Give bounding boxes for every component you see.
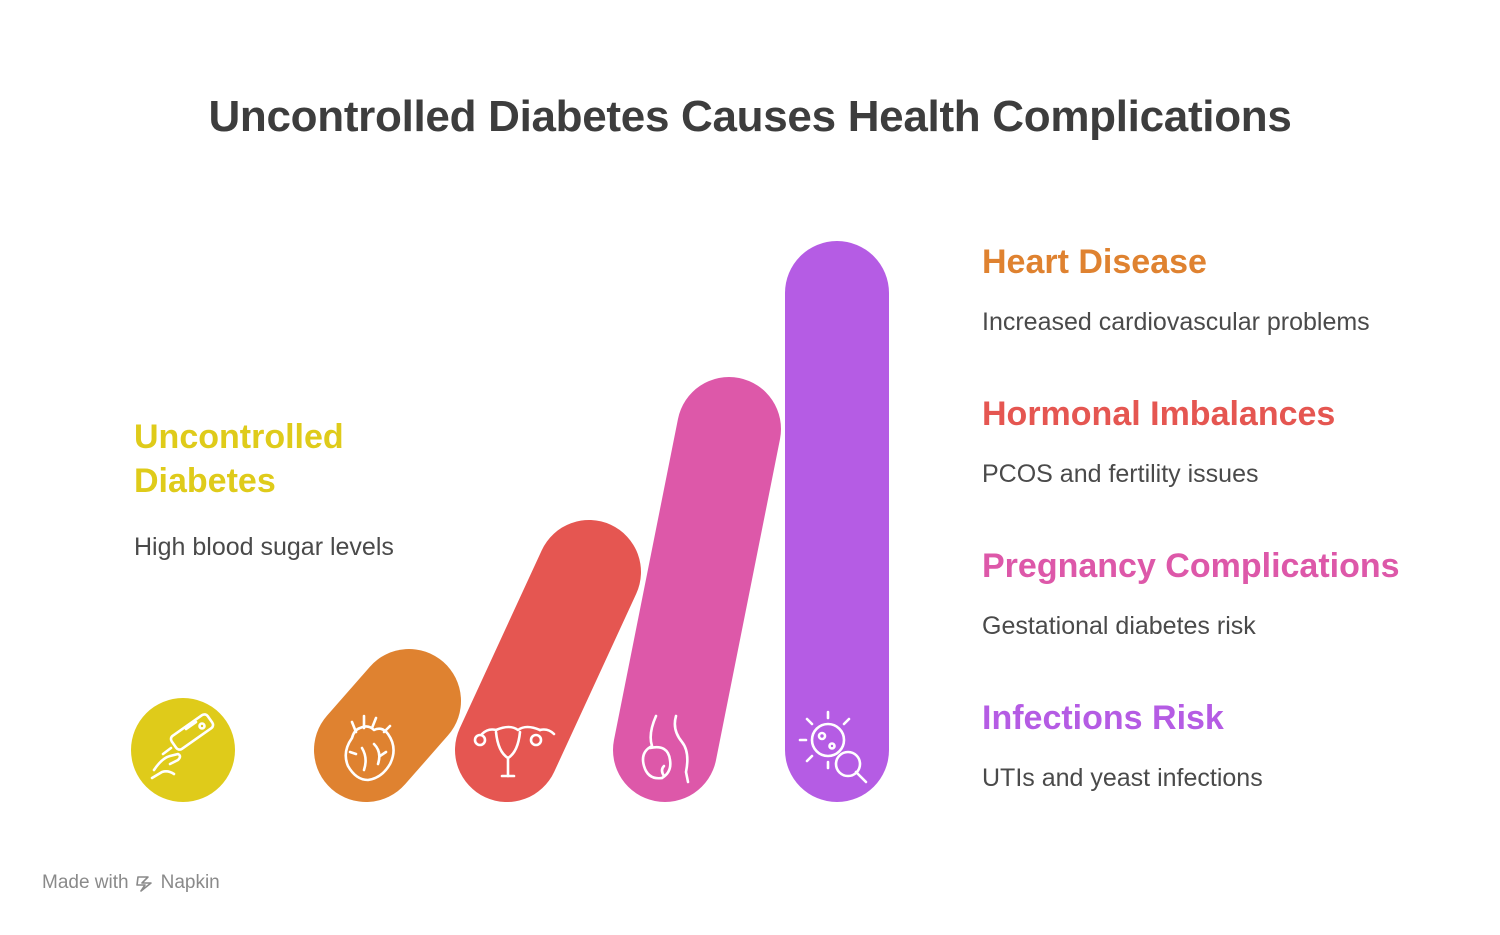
source-heading: Uncontrolled Diabetes — [134, 418, 344, 500]
page-title: Uncontrolled Diabetes Causes Health Comp… — [208, 92, 1292, 141]
item-description: UTIs and yeast infections — [982, 764, 1263, 792]
made-with-label: Made with — [42, 872, 129, 893]
item-description: Increased cardiovascular problems — [982, 308, 1370, 336]
pregnancy-icon — [641, 714, 690, 784]
item-heading: Pregnancy Complications — [982, 547, 1400, 585]
napkin-logo-icon — [135, 876, 152, 892]
napkin-brand: Napkin — [160, 872, 220, 893]
glucose-meter-icon — [150, 713, 215, 780]
source-block: Uncontrolled Diabetes High blood sugar l… — [134, 415, 454, 562]
bar-heart-disease — [314, 649, 461, 802]
item-infections-risk: Infections Risk UTIs and yeast infection… — [982, 698, 1482, 793]
bar-pregnancy-complications — [613, 377, 781, 802]
item-heading: Heart Disease — [982, 243, 1207, 281]
item-description: Gestational diabetes risk — [982, 612, 1256, 640]
source-description: High blood sugar levels — [134, 533, 394, 561]
item-heading: Hormonal Imbalances — [982, 395, 1336, 433]
item-hormonal-imbalances: Hormonal Imbalances PCOS and fertility i… — [982, 394, 1482, 489]
item-heart-disease: Heart Disease Increased cardiovascular p… — [982, 242, 1482, 337]
uterus-icon — [473, 725, 556, 778]
heart-anatomy-icon — [344, 714, 395, 782]
item-heading: Infections Risk — [982, 699, 1224, 737]
source-circle — [131, 698, 235, 802]
bacteria-search-icon — [798, 710, 868, 784]
bar-hormonal-imbalances — [455, 520, 641, 802]
item-description: PCOS and fertility issues — [982, 460, 1259, 488]
item-pregnancy-complications: Pregnancy Complications Gestational diab… — [982, 546, 1482, 641]
napkin-footer[interactable]: Made with Napkin — [42, 872, 220, 894]
